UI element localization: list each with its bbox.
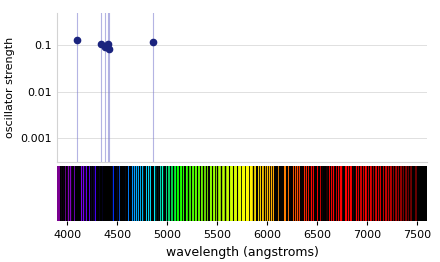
Y-axis label: oscillator strength: oscillator strength	[5, 37, 15, 138]
X-axis label: wavelength (angstroms): wavelength (angstroms)	[165, 246, 319, 259]
